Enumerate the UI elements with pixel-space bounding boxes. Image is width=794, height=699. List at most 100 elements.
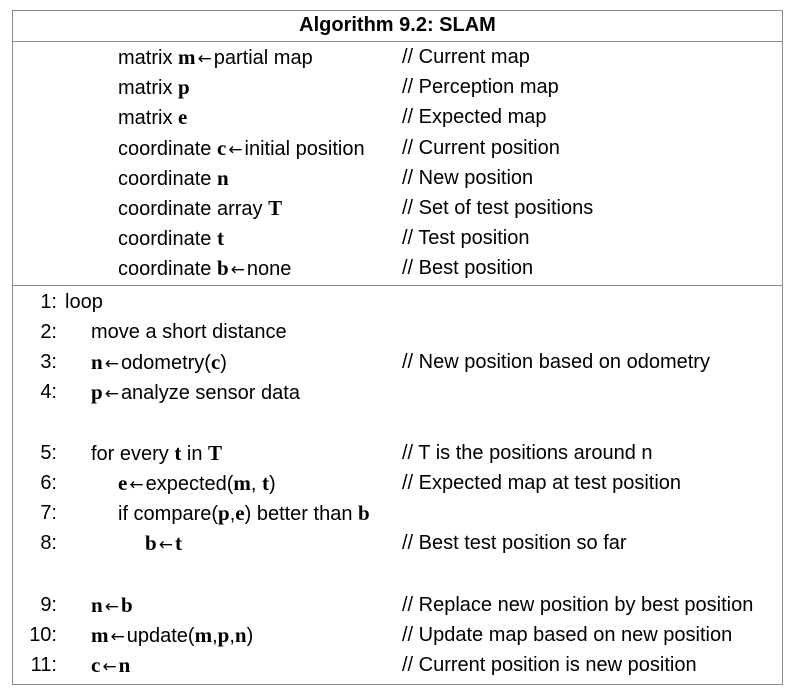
assign-arrow: ← — [104, 597, 119, 617]
code-line: 7: if compare(p,e) better than b — [13, 498, 782, 528]
assign-arrow: ← — [102, 657, 117, 677]
line-code: b ←t — [145, 528, 182, 560]
declaration-code: coordinate b ← none — [118, 253, 291, 285]
comment: // Current position — [402, 137, 560, 159]
assign-arrow: ← — [104, 354, 119, 374]
line-code: m ← update(m,p,n) — [91, 620, 253, 652]
code-text: odometry( — [120, 352, 211, 374]
comment: // Update map based on new position — [402, 624, 733, 646]
initial-value: none — [246, 258, 292, 280]
code-line: 5: for every t in T // T is the positions … — [13, 438, 782, 468]
line-code: c ←n — [91, 650, 130, 682]
comment: // New position — [402, 167, 534, 189]
code-text: move a short distance — [91, 321, 287, 343]
comment: // New position based on odometry — [402, 351, 710, 373]
line-code: e ← expected(m, t) — [118, 468, 276, 500]
line-code: for every t in T — [91, 438, 222, 469]
declaration-row: coordinate b ← none // Best position — [13, 253, 782, 283]
variable-name: b — [120, 593, 133, 617]
code-line: 1: loop — [13, 287, 782, 317]
variable-name: m — [91, 623, 109, 647]
declaration-code: matrix m ← partial map — [118, 42, 313, 74]
declaration-row: coordinate t // Test position — [13, 223, 782, 253]
code-line: 4: p ← analyze sensor data — [13, 377, 782, 407]
comment: // T is the positions around n — [402, 442, 653, 464]
declaration-row: coordinate n // New position — [13, 163, 782, 193]
comment: // Current position is new position — [402, 654, 697, 676]
variable-name: p — [91, 380, 103, 404]
code-text: loop — [65, 291, 103, 313]
initial-value: partial map — [213, 47, 313, 69]
line-number: 4: — [40, 381, 57, 403]
variable-name: c — [216, 136, 227, 160]
declaration-type: matrix — [118, 107, 178, 129]
declaration-code: matrix e — [118, 102, 187, 133]
line-number: 5: — [40, 442, 57, 464]
code-text: if compare( — [118, 503, 219, 525]
variable-name: e — [235, 501, 245, 525]
line-number: 1: — [40, 291, 57, 313]
code-text: in — [181, 443, 209, 465]
code-line: 11: c ←n // Current position is new positio… — [13, 650, 782, 680]
declaration-row: coordinate array T // Set of test positio… — [13, 193, 782, 223]
variable-name: m — [233, 471, 251, 495]
declaration-row: coordinate c ← initial position // Current … — [13, 133, 782, 163]
variable-name: c — [91, 653, 101, 677]
comment: // Best position — [402, 257, 534, 279]
code-text: , — [229, 503, 236, 525]
header-divider — [13, 41, 782, 42]
assign-arrow: ← — [110, 627, 125, 647]
code-text: analyze sensor data — [120, 382, 300, 404]
algorithm-box: Algorithm 9.2: SLAM matrix m ← partial map… — [12, 10, 783, 685]
line-code: n ← odometry(c) — [91, 347, 227, 379]
variable-name: m — [194, 623, 213, 647]
declaration-type: matrix — [118, 47, 178, 69]
variable-name: n — [216, 166, 229, 190]
assign-arrow: ← — [230, 260, 245, 280]
line-number: 8: — [40, 532, 57, 554]
code-text: for every — [91, 443, 175, 465]
declaration-code: coordinate t — [118, 223, 224, 254]
code-line: 9: n ←b // Replace new position by best pos… — [13, 590, 782, 620]
comment: // Best test position so far — [402, 532, 627, 554]
assign-arrow: ← — [197, 49, 212, 69]
line-number: 3: — [40, 351, 57, 373]
code-line: 10: m ← update(m,p,n) // Update map based on… — [13, 620, 782, 650]
line-code: p ← analyze sensor data — [91, 377, 300, 409]
code-text: ) better than — [244, 503, 359, 525]
declaration-type: coordinate — [118, 168, 217, 190]
comment: // Current map — [402, 46, 530, 68]
declaration-type: coordinate — [118, 138, 217, 160]
line-code: loop — [65, 287, 103, 317]
line-number: 2: — [40, 321, 57, 343]
variable-name: b — [145, 531, 157, 555]
variable-name: T — [208, 441, 223, 465]
code-line: 2: move a short distance — [13, 317, 782, 347]
variable-name: n — [234, 623, 247, 647]
code-line: 8: b ←t // Best test position so far — [13, 528, 782, 558]
variable-name: c — [210, 350, 221, 374]
comment: // Replace new position by best position — [402, 594, 754, 616]
variable-name: e — [178, 105, 188, 129]
variable-name: t — [174, 531, 182, 555]
line-code: move a short distance — [91, 317, 287, 347]
declaration-row: matrix e // Expected map — [13, 102, 782, 132]
variable-name: n — [91, 593, 103, 617]
assign-arrow: ← — [228, 140, 243, 160]
declarations-divider — [13, 285, 782, 286]
code-text: , — [250, 473, 263, 495]
line-number: 11: — [30, 654, 57, 676]
code-text: ) — [269, 473, 276, 495]
line-number: 10: — [29, 624, 57, 646]
declaration-code: coordinate array T — [118, 193, 282, 224]
declaration-row: matrix p // Perception map — [13, 72, 782, 102]
code-text: ) — [220, 352, 227, 374]
assign-arrow: ← — [129, 475, 144, 495]
code-line: 6: e ← expected(m, t) // Expected map at tes… — [13, 468, 782, 498]
declaration-code: coordinate c ← initial position — [118, 133, 365, 165]
comment: // Set of test positions — [402, 197, 594, 219]
code-text: expected( — [145, 473, 234, 495]
initial-value: initial position — [244, 138, 365, 160]
line-number: 6: — [40, 472, 57, 494]
assign-arrow: ← — [104, 384, 119, 404]
